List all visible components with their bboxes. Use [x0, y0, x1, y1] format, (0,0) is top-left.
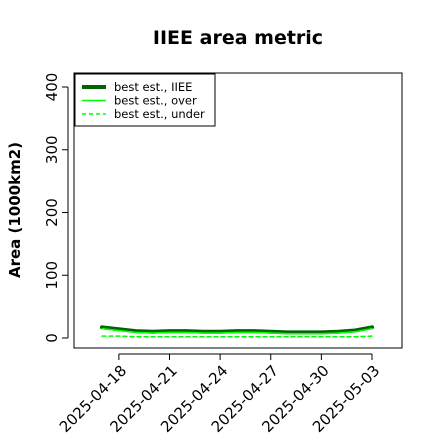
y-tick-label: 300 — [43, 135, 61, 164]
y-axis-label: Area (1000km2) — [6, 142, 24, 278]
series-line-0 — [100, 325, 374, 335]
y-tick-label: 0 — [43, 333, 61, 343]
series-layer — [100, 325, 374, 338]
legend-label-1: best est., over — [114, 94, 197, 108]
legend-label-0: best est., IIEE — [114, 80, 192, 94]
series-line-1 — [101, 327, 373, 335]
y-tick-label: 100 — [43, 261, 61, 290]
chart-title: IIEE area metric — [153, 27, 323, 49]
y-tick-label: 400 — [43, 73, 61, 102]
y-axis: 0 100 200 300 400 — [43, 73, 69, 343]
series-line-2 — [101, 335, 373, 338]
plot-frame — [73, 72, 403, 349]
legend-label-2: best est., under — [114, 107, 205, 121]
y-tick-label: 200 — [43, 198, 61, 227]
x-axis: 2025-04-182025-04-212025-04-242025-04-27… — [56, 353, 383, 436]
